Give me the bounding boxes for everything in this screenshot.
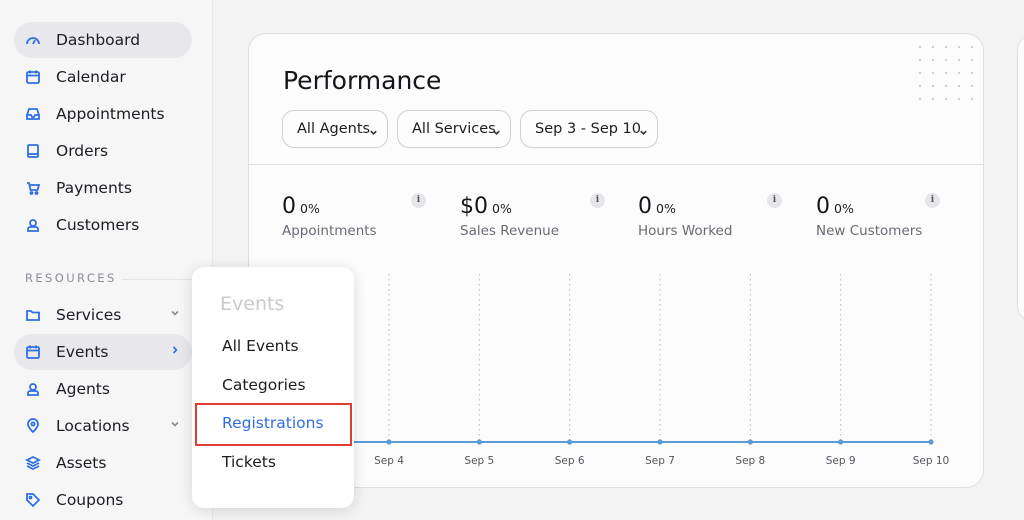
stat-label: Sales Revenue [460, 223, 560, 239]
stat-percent: 0% [300, 201, 320, 216]
stat-label: Appointments [282, 223, 377, 239]
sidebar-item-label: Customers [56, 216, 140, 234]
menu-item-categories[interactable]: Categories [222, 376, 306, 394]
calendar-icon [24, 68, 42, 86]
data-point[interactable] [747, 439, 753, 445]
location-pin-icon [24, 417, 42, 435]
chevron-down-icon [639, 125, 648, 141]
sidebar-item-orders[interactable]: Orders [14, 133, 192, 169]
sidebar-item-label: Orders [56, 142, 109, 160]
menu-item-all-events[interactable]: All Events [222, 337, 299, 355]
stat-label: New Customers [816, 223, 923, 239]
gauge-icon [24, 31, 42, 49]
data-point[interactable] [838, 439, 844, 445]
sidebar-item-label: Assets [56, 454, 107, 472]
flyout-title: Events [220, 293, 285, 315]
chevron-right-icon [170, 345, 180, 358]
menu-item-registrations[interactable]: Registrations [222, 414, 324, 432]
stat-percent: 0% [492, 201, 512, 216]
sidebar-item-assets[interactable]: Assets [14, 445, 192, 481]
calendar-icon [24, 343, 42, 361]
sidebar-item-label: Events [56, 343, 109, 361]
page-title: Performance [283, 66, 442, 95]
sidebar-item-label: Dashboard [56, 31, 141, 49]
x-tick-label: Sep 5 [464, 455, 494, 467]
sidebar-item-payments[interactable]: Payments [14, 170, 192, 206]
sidebar-item-agents[interactable]: Agents [14, 371, 192, 407]
section-label-resources: RESOURCES [25, 271, 117, 285]
sidebar-item-label: Appointments [56, 105, 165, 123]
sidebar-item-label: Calendar [56, 68, 126, 86]
inbox-icon [24, 105, 42, 123]
layers-icon [24, 454, 42, 472]
tag-icon [24, 491, 42, 509]
data-point[interactable] [476, 439, 482, 445]
sidebar-item-label: Locations [56, 417, 130, 435]
data-point[interactable] [928, 439, 934, 445]
user-icon [24, 380, 42, 398]
info-icon[interactable]: i [925, 193, 940, 208]
sidebar-item-customers[interactable]: Customers [14, 207, 192, 243]
data-point[interactable] [657, 439, 663, 445]
stat-new-customers: 0 0% New Customers [816, 194, 922, 239]
events-flyout-menu: Events All Events Categories Registratio… [192, 267, 354, 508]
performance-card: Performance All Agents All Services Sep … [248, 33, 984, 488]
sidebar-item-coupons[interactable]: Coupons [14, 482, 192, 518]
sidebar-item-services[interactable]: Services [14, 297, 192, 333]
data-point[interactable] [386, 439, 392, 445]
services-filter-label: All Services [412, 121, 496, 137]
info-icon[interactable]: i [411, 193, 426, 208]
services-filter-dropdown[interactable]: All Services [397, 110, 511, 148]
chevron-down-icon [492, 125, 501, 141]
agents-filter-dropdown[interactable]: All Agents [282, 110, 388, 148]
stat-value: 0 [638, 194, 652, 219]
stat-appointments: 0 0% Appointments [282, 194, 377, 239]
chevron-down-icon [170, 419, 180, 432]
sidebar-item-dashboard[interactable]: Dashboard [14, 22, 192, 58]
sidebar-item-locations[interactable]: Locations [14, 408, 192, 444]
x-tick-label: Sep 10 [913, 455, 950, 467]
sidebar-item-label: Services [56, 306, 122, 324]
stat-percent: 0% [834, 201, 854, 216]
dots-decoration [918, 45, 974, 101]
card-divider [249, 164, 983, 165]
info-icon[interactable]: i [590, 193, 605, 208]
x-tick-label: Sep 8 [735, 455, 765, 467]
sidebar-item-appointments[interactable]: Appointments [14, 96, 192, 132]
date-range-label: Sep 3 - Sep 10 [535, 121, 642, 137]
sidebar-item-events[interactable]: Events [14, 334, 192, 370]
agents-filter-label: All Agents [297, 121, 371, 137]
info-icon[interactable]: i [767, 193, 782, 208]
stat-sales-revenue: $0 0% Sales Revenue [460, 194, 559, 239]
section-divider [122, 279, 202, 280]
stat-value: 0 [816, 194, 830, 219]
sidebar-item-label: Agents [56, 380, 110, 398]
cart-icon [24, 179, 42, 197]
sidebar-item-label: Coupons [56, 491, 124, 509]
highlight-box [195, 403, 352, 446]
menu-item-tickets[interactable]: Tickets [222, 453, 276, 471]
stat-value: 0 [282, 194, 296, 219]
chevron-down-icon [369, 125, 378, 141]
stat-label: Hours Worked [638, 223, 733, 239]
stat-value: $0 [460, 194, 488, 219]
x-tick-label: Sep 9 [826, 455, 856, 467]
x-tick-label: Sep 7 [645, 455, 675, 467]
date-range-dropdown[interactable]: Sep 3 - Sep 10 [520, 110, 658, 148]
folder-icon [24, 306, 42, 324]
user-icon [24, 216, 42, 234]
stat-hours-worked: 0 0% Hours Worked [638, 194, 732, 239]
book-icon [24, 142, 42, 160]
chevron-down-icon [170, 308, 180, 321]
x-tick-label: Sep 4 [374, 455, 404, 467]
right-edge-panel [1017, 33, 1024, 323]
data-point[interactable] [567, 439, 573, 445]
stat-percent: 0% [656, 201, 676, 216]
sidebar-item-calendar[interactable]: Calendar [14, 59, 192, 95]
sidebar-item-label: Payments [56, 179, 132, 197]
x-tick-label: Sep 6 [555, 455, 585, 467]
sidebar: Dashboard Calendar Appointments Orders P… [0, 0, 213, 520]
performance-chart: Sep 4 Sep 5 Sep 6 Sep 7 Sep 8 Sep 9 Sep 10 [339, 274, 950, 467]
